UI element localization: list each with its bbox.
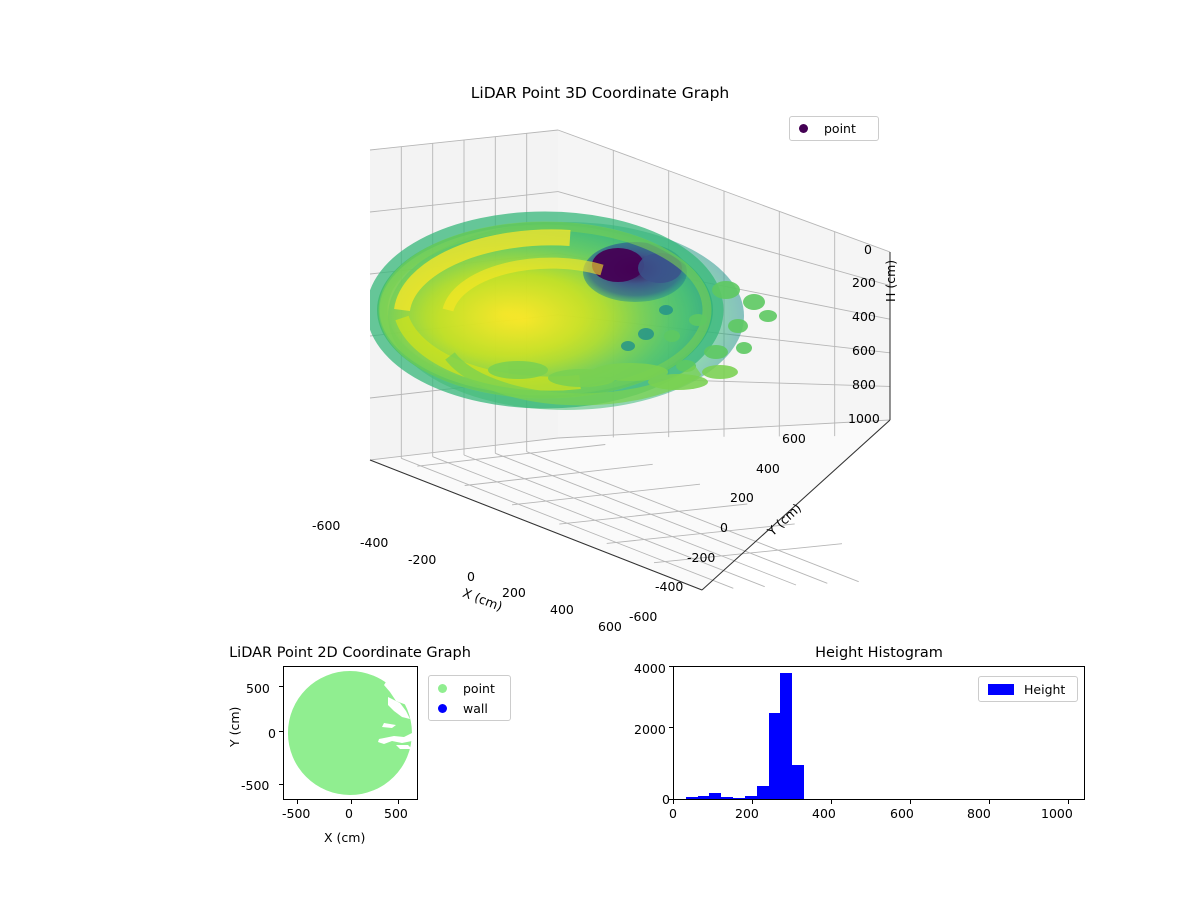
histogram-bar xyxy=(792,764,805,799)
histogram-title: Height Histogram xyxy=(815,645,943,661)
histogram-bar xyxy=(733,798,745,799)
plot2d-axes[interactable] xyxy=(283,666,418,800)
plot2d-ylabel: Y (cm) xyxy=(227,706,242,747)
plot2d-xlabel: X (cm) xyxy=(324,830,366,845)
plot3d-point-cloud xyxy=(370,211,777,410)
histogram-bar xyxy=(768,712,781,799)
histogram-bar xyxy=(697,796,710,799)
legend-label-wall: wall xyxy=(463,700,488,716)
legend-item-point[interactable]: point xyxy=(790,119,878,139)
legend-label-point: point xyxy=(463,680,495,696)
histogram-bar xyxy=(744,796,757,799)
histogram-bar xyxy=(780,672,793,799)
plot3d-canvas xyxy=(369,129,891,591)
plot2d-canvas xyxy=(287,671,412,795)
histogram-legend[interactable]: Height xyxy=(978,676,1078,702)
height-swatch-icon xyxy=(988,683,1014,695)
wall-marker-icon xyxy=(438,703,447,713)
plot3d-title: LiDAR Point 3D Coordinate Graph xyxy=(470,84,730,102)
histogram-bar xyxy=(721,797,734,799)
plot3d-zlabel: H (cm) xyxy=(883,259,898,302)
legend-item-height[interactable]: Height xyxy=(979,679,1077,699)
plot2d-title: LiDAR Point 2D Coordinate Graph xyxy=(229,645,471,661)
histogram-bar xyxy=(756,785,769,799)
plot3d-axes[interactable]: 0 200 400 600 800 1000 -600 -400 -200 0 … xyxy=(312,120,930,640)
legend-label-point: point xyxy=(824,121,856,136)
histogram-bar xyxy=(709,792,722,799)
plot2d-point-scatter xyxy=(287,671,412,795)
point-marker-icon xyxy=(438,683,447,693)
legend-item-wall[interactable]: wall xyxy=(429,698,510,718)
legend-item-point[interactable]: point xyxy=(429,678,510,698)
plot3d-spines xyxy=(369,252,891,591)
plot2d-legend[interactable]: point wall xyxy=(428,675,511,721)
histogram-bar xyxy=(685,797,698,799)
point-marker-icon xyxy=(799,124,808,133)
legend-label-height: Height xyxy=(1024,681,1066,697)
plot3d-legend[interactable]: point xyxy=(789,116,879,141)
